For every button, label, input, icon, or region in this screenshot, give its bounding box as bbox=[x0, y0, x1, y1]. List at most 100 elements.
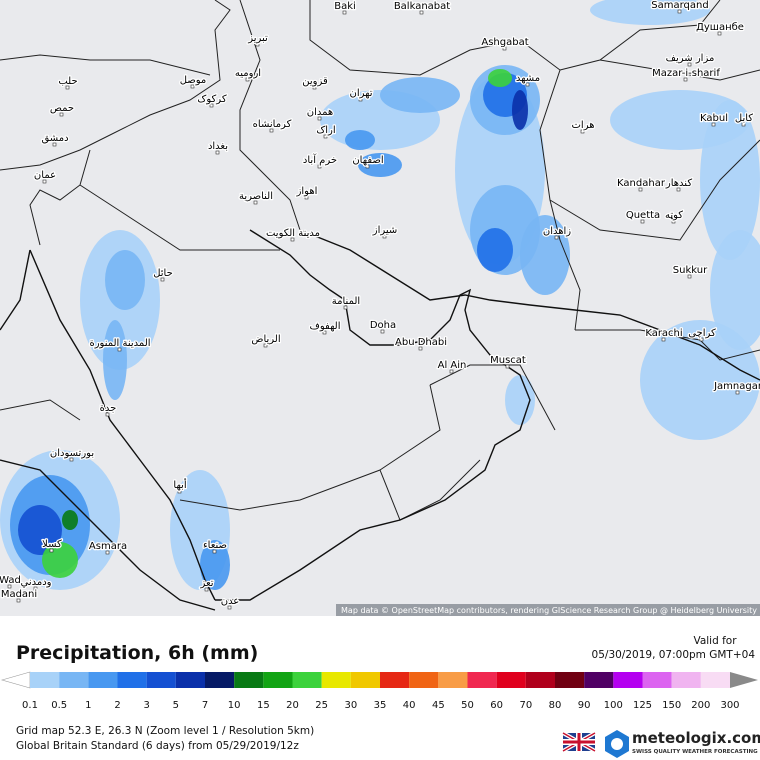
map: Baki Balkanabat Samarqand Ashgabat Душанбе مز… bbox=[0, 0, 760, 616]
city-marker bbox=[322, 330, 327, 335]
precip-area bbox=[512, 90, 528, 130]
city-label: Sukkur bbox=[673, 265, 708, 276]
legend-swatch bbox=[350, 672, 380, 688]
city-label: تبریز bbox=[247, 33, 268, 44]
legend-label: 90 bbox=[578, 700, 591, 711]
legend-swatch bbox=[642, 672, 672, 688]
legend-swatch bbox=[88, 672, 118, 688]
city-label: مزار شریف bbox=[666, 53, 715, 64]
city-marker bbox=[638, 187, 643, 192]
precip-area bbox=[520, 215, 570, 295]
city-marker bbox=[227, 605, 232, 610]
city-label: کوټه bbox=[665, 210, 683, 221]
city-marker bbox=[160, 277, 165, 282]
city-label: دمشق bbox=[41, 133, 68, 144]
legend-swatch bbox=[321, 672, 351, 688]
city-marker bbox=[418, 346, 423, 351]
city-label: مشهد bbox=[516, 73, 540, 84]
city-marker bbox=[505, 364, 510, 369]
legend-swatch bbox=[671, 672, 701, 688]
city-marker bbox=[255, 42, 260, 47]
city-marker bbox=[269, 128, 274, 133]
legend-swatch bbox=[555, 672, 585, 688]
city-label: Душанбе bbox=[696, 22, 744, 33]
city-label: Balkanabat bbox=[394, 1, 450, 12]
city-label: Karachi bbox=[645, 328, 682, 339]
city-marker bbox=[342, 10, 347, 15]
city-marker bbox=[105, 412, 110, 417]
city-marker bbox=[7, 584, 12, 589]
brand-tagline: SWISS QUALITY WEATHER FORECASTING bbox=[632, 749, 758, 755]
legend-label: 70 bbox=[519, 700, 532, 711]
city-label: تهران bbox=[349, 88, 372, 99]
city-marker bbox=[204, 587, 209, 592]
city-marker bbox=[671, 219, 676, 224]
city-label: کابل bbox=[735, 113, 753, 124]
city-label: Madani bbox=[1, 589, 37, 600]
legend-swatch bbox=[613, 672, 643, 688]
city-label: جدة bbox=[100, 403, 117, 414]
legend-label: 40 bbox=[403, 700, 416, 711]
city-label: Kabul bbox=[700, 113, 728, 124]
city-marker bbox=[253, 200, 258, 205]
city-marker bbox=[717, 31, 722, 36]
attribution: Map data © OpenStreetMap contributors, r… bbox=[341, 606, 757, 615]
city-marker bbox=[687, 274, 692, 279]
city-label: ارومیه bbox=[235, 68, 261, 79]
city-label: Asmara bbox=[89, 541, 127, 552]
legend-swatch bbox=[292, 672, 322, 688]
valid-time: 05/30/2019, 07:00pm GMT+04 bbox=[592, 649, 756, 661]
city-marker bbox=[677, 9, 682, 14]
precip-area bbox=[477, 228, 513, 272]
city-label: کندهار bbox=[665, 178, 692, 189]
city-label: Baki bbox=[334, 1, 356, 12]
legend-swatch bbox=[380, 672, 410, 688]
city-label: عدن bbox=[221, 596, 240, 607]
city-marker bbox=[676, 187, 681, 192]
city-label: Ashgabat bbox=[481, 37, 528, 48]
precip-area bbox=[505, 375, 535, 425]
city-label: حائل bbox=[153, 268, 173, 279]
legend-label: 80 bbox=[549, 700, 562, 711]
city-label: اصفهان bbox=[352, 155, 383, 166]
legend-label: 0.1 bbox=[22, 700, 38, 711]
city-marker bbox=[683, 77, 688, 82]
legend-label: 100 bbox=[604, 700, 623, 711]
city-marker bbox=[502, 46, 507, 51]
legend-swatch bbox=[205, 672, 235, 688]
city-marker bbox=[212, 549, 217, 554]
precip-area bbox=[62, 510, 78, 530]
city-label: المدينة المنورة bbox=[89, 338, 150, 349]
city-label: کرمانشاه bbox=[253, 119, 292, 130]
city-label: هرات bbox=[572, 120, 595, 131]
city-label: مدينة الكويت bbox=[266, 228, 320, 239]
legend-swatch bbox=[525, 672, 555, 688]
city-label: صنعاء bbox=[203, 540, 227, 551]
city-marker bbox=[741, 122, 746, 127]
city-marker bbox=[42, 179, 47, 184]
city-label: موصل bbox=[180, 75, 207, 86]
city-label: کرکوک bbox=[197, 94, 226, 105]
precip-area bbox=[710, 230, 760, 350]
city-marker bbox=[105, 550, 110, 555]
city-marker bbox=[59, 112, 64, 117]
city-label: Quetta bbox=[626, 210, 660, 221]
city-label: شیراز bbox=[372, 225, 398, 236]
city-label: المنامة bbox=[332, 296, 360, 307]
legend-label: 5 bbox=[173, 700, 179, 711]
legend-swatch bbox=[700, 672, 730, 688]
legend-label: 25 bbox=[315, 700, 328, 711]
city-marker bbox=[317, 116, 322, 121]
legend-label: 3 bbox=[143, 700, 149, 711]
legend-label: 10 bbox=[228, 700, 241, 711]
brand-name: meteologix.com bbox=[632, 729, 760, 747]
precip-area bbox=[358, 153, 402, 177]
city-label: كسلا bbox=[42, 539, 62, 550]
city-label: تعز bbox=[199, 578, 213, 589]
legend-label: 150 bbox=[662, 700, 681, 711]
city-marker bbox=[382, 234, 387, 239]
uk-flag bbox=[562, 731, 596, 753]
legend-label: 125 bbox=[633, 700, 652, 711]
legend-swatch bbox=[59, 672, 89, 688]
city-marker bbox=[687, 62, 692, 67]
